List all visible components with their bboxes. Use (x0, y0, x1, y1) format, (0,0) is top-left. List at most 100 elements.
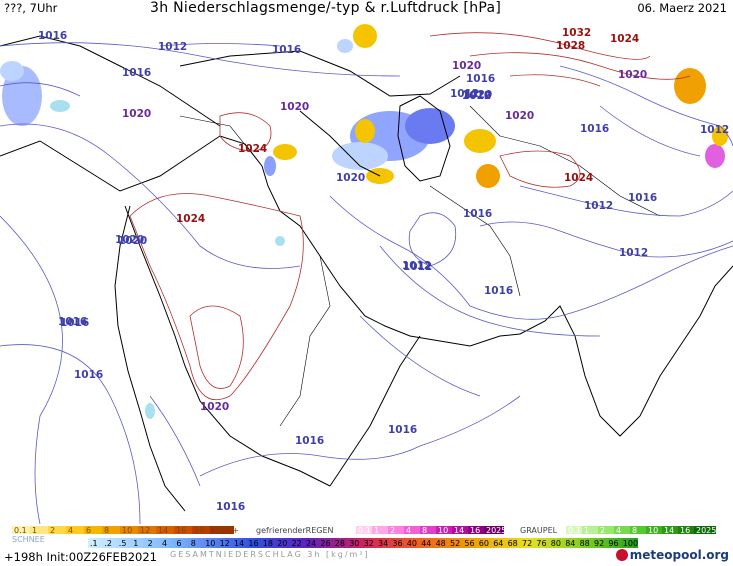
legend-graupel-label: GRAUPEL (520, 526, 558, 535)
legend-total-value: 12 (220, 539, 230, 548)
isobar-label: 1016 (58, 316, 87, 328)
isobar-label: 1020 (280, 101, 309, 113)
legend-graupel-value: 10 (648, 526, 658, 535)
isobar-label: 1032 (562, 27, 591, 39)
isobars-blue (0, 42, 733, 524)
legend-graupel-value: 8 (632, 526, 637, 535)
legend-total-value: 34 (378, 539, 388, 548)
meteopool-logo[interactable]: meteopool.org (615, 548, 729, 562)
isobar-label: 1020 (452, 60, 481, 72)
legend-snow-value: 14 (158, 526, 168, 535)
legend-total-value: 92 (594, 539, 604, 548)
legend-total-value: 20 (277, 539, 287, 548)
coastlines (0, 35, 733, 512)
model-run-info: +198h Init:00Z26FEB2021 (4, 550, 157, 564)
isobar-label: 1012 (403, 261, 432, 273)
legend-graupel-value: 2 (600, 526, 605, 535)
legend-total-value: 88 (580, 539, 590, 548)
legend-snow-value: 10 (122, 526, 132, 535)
legend-snow-value: 8 (104, 526, 109, 535)
snow-scale: SCHNEE (12, 526, 234, 544)
isobar-label: 1016 (38, 30, 67, 42)
isobar-label: 1024 (238, 143, 267, 155)
legend-total-label: GESAMTNIEDERSCHLAG 3h [kg/m²] (170, 550, 370, 559)
legend-snow-value: 18 (194, 526, 204, 535)
legend-freezing-value: 0.1 (358, 526, 371, 535)
legend-freezing-value: 2025+ (486, 526, 513, 535)
legend-total-value: 76 (536, 539, 546, 548)
isobar-label: 1012 (584, 200, 613, 212)
legend-snow-label: SCHNEE (12, 535, 45, 544)
legend-snow-value: 2025+ (212, 526, 239, 535)
legend-freezing-value: 16 (470, 526, 480, 535)
isobar-label: 1016 (388, 424, 417, 436)
legend-total-value: 52 (450, 539, 460, 548)
legend-total-value: 30 (349, 539, 359, 548)
isobar-label: 1016 (628, 192, 657, 204)
isobar-label: 1016 (484, 285, 513, 297)
logo-icon (615, 549, 628, 561)
isobar-label: 1012 (700, 124, 729, 136)
map-title: 3h Niederschlagsmenge/-typ & r.Luftdruck… (150, 0, 502, 16)
legend-total-value: 28 (335, 539, 345, 548)
isobar-label: 1012 (619, 247, 648, 259)
isobar-label: 1020 (115, 234, 144, 246)
isobar-label: 1016 (463, 208, 492, 220)
isobar-label: 1020 (463, 89, 492, 101)
legend-total-value: 32 (364, 539, 374, 548)
precip-caspian-core (405, 108, 455, 144)
legend-total-value: 2 (148, 539, 153, 548)
legend-total-value: 6 (176, 539, 181, 548)
legend-snow-value: 4 (68, 526, 73, 535)
precip-ne-yellow (712, 126, 728, 146)
precipitation-areas (0, 24, 728, 419)
legend-freezing-value: 2 (390, 526, 395, 535)
legend-freezing-value: 4 (406, 526, 411, 535)
legend-total-value: 56 (464, 539, 474, 548)
legend-total-value: 4 (162, 539, 167, 548)
legend-total-value: 22 (292, 539, 302, 548)
precip-cyan-north (50, 100, 70, 112)
precip-orange-east (476, 164, 500, 188)
precip-north-yellow (353, 24, 377, 48)
isobar-label: 1016 (272, 44, 301, 56)
precip-levant-blue (264, 156, 276, 176)
legend-graupel-value: 0.1 (568, 526, 581, 535)
total-precip-gradient (88, 538, 638, 548)
precip-caspian-light (332, 142, 388, 170)
legend-total-value: 8 (191, 539, 196, 548)
precip-sw-cyan (145, 403, 155, 419)
legend-total-value: 40 (407, 539, 417, 548)
isobar-label: 1012 (158, 41, 187, 53)
legend-total-value: .2 (104, 539, 112, 548)
legend-total-value: 68 (508, 539, 518, 548)
graupel-scale (566, 526, 716, 534)
legend-total-value: 1 (133, 539, 138, 548)
legend-total-value: 36 (392, 539, 402, 548)
precip-levant (273, 144, 297, 160)
isobar-label: 1016 (295, 435, 324, 447)
legend-graupel-value: 1 (584, 526, 589, 535)
legend-total-value: 26 (320, 539, 330, 548)
legend-total-value: 44 (421, 539, 431, 548)
legend-graupel-value: 4 (616, 526, 621, 535)
freezing-rain-scale (356, 526, 504, 534)
legend-total-value: .5 (119, 539, 127, 548)
isobar-label: 1016 (580, 123, 609, 135)
legend-total-value: 18 (263, 539, 273, 548)
isobars-red (129, 32, 691, 401)
legend-freezing-value: 8 (422, 526, 427, 535)
isobar-label: 1020 (336, 172, 365, 184)
legend-total-value: 100 (623, 539, 638, 548)
legend-graupel-value: 14 (664, 526, 674, 535)
isobar-label: 1020 (462, 90, 491, 102)
isobar-label: 1020 (618, 69, 647, 81)
precip-ne-orange (674, 68, 706, 104)
legend-total-value: 64 (493, 539, 503, 548)
legend-total-value: 80 (551, 539, 561, 548)
isobar-label: 1024 (176, 213, 205, 225)
isobar-label: 1016 (216, 501, 245, 513)
legend-total-value: 24 (306, 539, 316, 548)
isobar-label: 1016 (74, 369, 103, 381)
